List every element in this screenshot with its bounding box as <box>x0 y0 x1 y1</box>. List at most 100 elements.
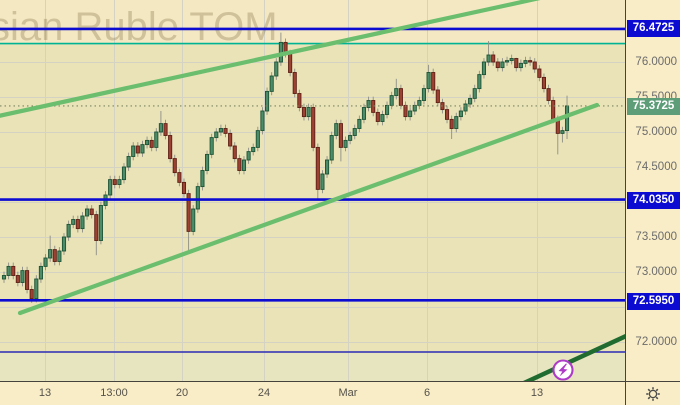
candle-body <box>357 118 362 129</box>
candle-body <box>463 103 468 112</box>
time-axis-label: 13:00 <box>100 387 128 399</box>
candle-body <box>112 179 117 185</box>
candle-body <box>546 88 551 101</box>
candle-body <box>301 107 307 118</box>
candle-body <box>246 151 251 161</box>
candle-body <box>477 74 482 90</box>
candle-body <box>518 62 523 69</box>
candle-body <box>186 193 191 232</box>
candle-body <box>6 265 11 276</box>
candlestick-chart[interactable]: sian Ruble TOM <box>0 0 625 381</box>
candle-body <box>61 236 67 252</box>
current-price-badge: 75.3725 <box>627 97 680 115</box>
candle-body <box>15 275 20 283</box>
candle-body <box>214 131 219 139</box>
candle-body <box>25 270 30 290</box>
candle-body <box>108 179 113 196</box>
candle-body <box>426 72 431 90</box>
time-axis[interactable]: 13 13:00 20 24 Mar 6 13 <box>0 381 625 405</box>
candle-body <box>481 61 487 76</box>
level-price-badge: 76.4725 <box>627 19 680 37</box>
candle-body <box>325 159 330 175</box>
candle-body <box>348 135 353 141</box>
candle-body <box>94 214 99 241</box>
candle-body <box>495 61 500 69</box>
candle-body <box>200 170 205 188</box>
candle-body <box>417 100 422 106</box>
price-axis[interactable]: 76.000075.500075.000074.500074.000073.50… <box>625 0 680 381</box>
candle-body <box>145 139 150 146</box>
candle-body <box>431 72 436 91</box>
candle-body <box>472 88 477 99</box>
candle-body <box>523 60 528 64</box>
candle-body <box>403 104 408 118</box>
candle-body <box>66 223 71 238</box>
candle-body <box>260 110 265 132</box>
candle-body <box>560 130 565 134</box>
price-axis-label: 75.0000 <box>635 126 677 138</box>
candle-body <box>131 145 136 157</box>
candle-body <box>306 107 311 118</box>
candle-body <box>149 139 154 148</box>
candles-group <box>1 32 570 303</box>
candle-body <box>52 249 57 262</box>
candle-body <box>269 75 274 92</box>
candle-body <box>241 159 247 171</box>
candle-body <box>135 145 140 154</box>
time-axis-label: Mar <box>338 387 358 399</box>
candle-body <box>20 270 25 283</box>
time-axis-label: 13 <box>38 387 52 399</box>
candle-body <box>158 123 163 133</box>
upper-channel-line[interactable] <box>0 0 541 118</box>
background-zone <box>0 0 625 44</box>
candle-body <box>228 132 233 147</box>
candle-body <box>154 131 159 148</box>
steep-support-line[interactable] <box>522 333 625 381</box>
candle-body <box>195 186 200 210</box>
candle-body <box>172 158 177 174</box>
candle-body <box>181 181 187 195</box>
candle-body <box>329 135 334 161</box>
candle-body <box>454 116 459 129</box>
candle-body <box>98 205 103 241</box>
candle-body <box>126 156 131 168</box>
candle-body <box>361 107 367 120</box>
lower-channel-line[interactable] <box>17 102 600 316</box>
candle-body <box>514 58 519 69</box>
candle-body <box>43 257 48 267</box>
candle-body <box>1 275 7 280</box>
candle-body <box>121 166 127 181</box>
candle-body <box>394 88 399 97</box>
candle-body <box>528 60 533 63</box>
candle-body <box>11 265 16 276</box>
candle-body <box>408 110 413 118</box>
candle-body <box>205 153 210 171</box>
time-axis-label: 20 <box>175 387 189 399</box>
candle-body <box>274 61 279 77</box>
candle-body <box>57 250 62 262</box>
candle-body <box>34 278 39 300</box>
axis-settings-corner[interactable] <box>625 381 680 405</box>
candle-body <box>398 88 403 106</box>
lightning-glyph <box>558 363 568 377</box>
candle-body <box>338 123 343 148</box>
gear-icon[interactable] <box>644 385 662 403</box>
candle-body <box>209 137 214 155</box>
candle-body <box>458 110 463 118</box>
candle-body <box>255 130 260 148</box>
candle-body <box>168 135 173 160</box>
candle-body <box>551 100 556 120</box>
candle-body <box>75 219 80 230</box>
candle-body <box>444 109 450 120</box>
candle-body <box>384 104 390 115</box>
lightning-bolt-icon[interactable] <box>552 359 574 381</box>
price-axis-label: 72.0000 <box>635 336 677 348</box>
candle-body <box>389 95 394 106</box>
candle-body <box>320 173 325 190</box>
candle-body <box>532 61 537 70</box>
candle-body <box>537 68 542 78</box>
candle-body <box>486 54 491 63</box>
candle-body <box>218 128 223 133</box>
candle-body <box>237 158 242 171</box>
